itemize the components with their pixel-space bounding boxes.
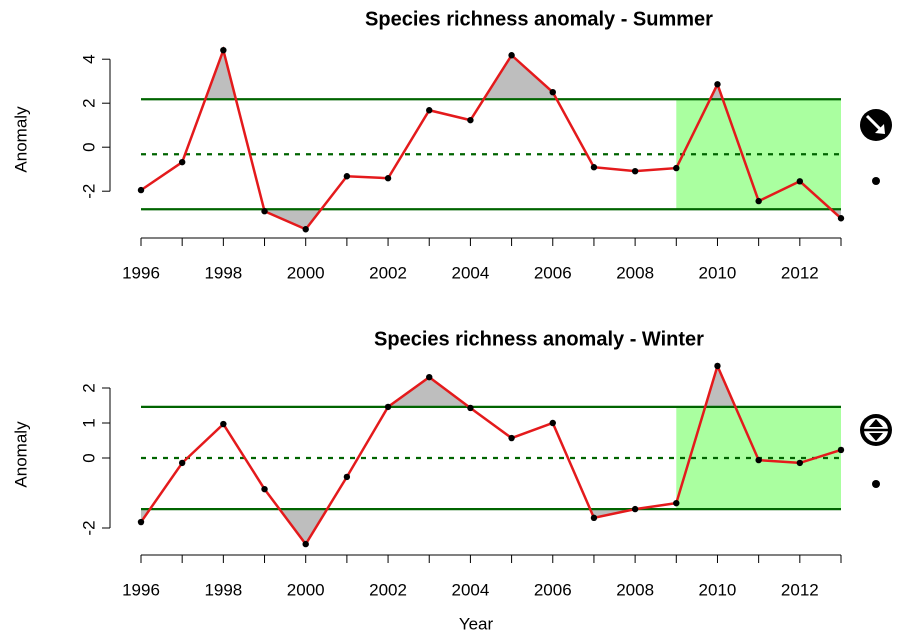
data-line [139,362,842,547]
data-point [261,485,268,493]
x-tick-label: 2004 [451,263,489,282]
data-point [714,81,721,88]
x-tick-label: 2012 [781,580,819,599]
data-point [837,215,845,222]
data-point [837,446,845,454]
data-point [137,518,145,526]
data-point [631,167,639,175]
exceedance-area [141,365,841,407]
data-point [137,186,145,194]
panel: Species richness anomaly - Winter -2 0 1 2 An… [11,328,845,633]
data-point [631,505,639,513]
data-point [673,499,680,507]
x-tick-label: 1996 [122,580,160,599]
arrow-head [875,124,885,134]
data-point [673,164,680,172]
data-point [467,404,474,412]
data-point [261,208,268,215]
data-point [796,459,804,467]
x-tick-label: 2006 [534,263,572,282]
data-point [426,107,433,114]
data-point [796,178,804,185]
data-point [302,540,309,548]
data-point [590,164,598,171]
data-point [508,52,515,59]
data-point [384,403,392,411]
x-tick-label: 2004 [451,580,489,599]
exceedance-area [141,50,841,100]
data-point [508,434,515,442]
x-tick-label: 2002 [369,580,407,599]
x-tick-label: 1998 [204,263,242,282]
x-tick-label: 2008 [616,263,654,282]
data-point [220,46,227,54]
arrow-head [869,433,883,441]
data-point [755,197,762,205]
y-tick-label: -2 [79,184,98,199]
x-axis-label: Year [459,614,494,633]
x-tick-label: 1998 [204,580,242,599]
data-point [755,456,762,464]
exceedance-area [141,209,841,230]
data-point [590,514,598,522]
x-tick-label: 2012 [781,263,819,282]
x-tick-label: 2000 [287,580,325,599]
y-tick-label: 0 [79,142,98,151]
y-tick-label: -2 [79,520,98,535]
x-tick-label: 2010 [699,263,737,282]
y-tick-label: 2 [79,98,98,107]
chart-title: Species richness anomaly - Summer [365,8,713,30]
data-point [549,419,556,427]
x-tick-label: 1996 [122,263,160,282]
data-point [384,175,392,182]
legend-icons [860,109,892,488]
y-tick-label: 1 [79,418,98,427]
data-point [178,158,186,166]
y-tick-label: 4 [79,54,98,63]
data-line [140,45,842,231]
y-axis-label: Anomaly [11,421,30,488]
data-point [178,459,186,467]
y-tick-label: 0 [79,453,98,462]
data-point [302,226,309,233]
arrow-head [869,419,883,427]
y-axis-label: Anomaly [11,106,30,173]
x-tick-label: 2002 [369,263,407,282]
x-tick-label: 2006 [534,580,572,599]
data-point [714,362,721,370]
chart-title: Species richness anomaly - Winter [374,328,704,350]
y-tick-label: 2 [79,383,98,392]
dot-icon [872,177,880,185]
data-point [220,420,227,428]
panel: Species richness anomaly - Summer -2 0 2 4 An… [11,8,845,282]
exceedance-area [141,509,841,545]
data-point [426,373,433,381]
x-tick-label: 2008 [616,580,654,599]
x-tick-label: 2000 [287,263,325,282]
dot-icon [872,480,880,488]
data-point [467,116,474,124]
data-point [343,173,351,180]
data-point [549,89,556,96]
data-point [343,473,351,481]
x-tick-label: 2010 [699,580,737,599]
